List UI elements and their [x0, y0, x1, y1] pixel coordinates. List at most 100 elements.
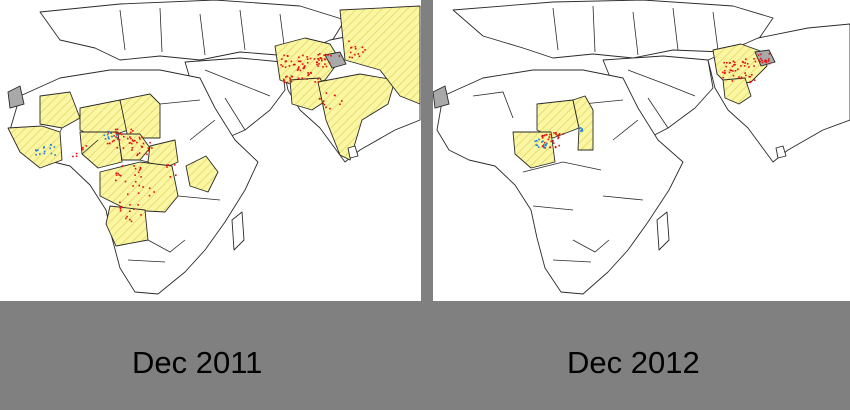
case-marker-red	[327, 54, 329, 56]
case-marker-red	[765, 60, 768, 62]
case-markers-2012	[534, 53, 771, 149]
case-marker-blue	[108, 130, 110, 133]
case-marker-red	[759, 60, 761, 63]
case-marker-red	[330, 54, 332, 57]
case-marker-blue	[534, 140, 536, 142]
case-marker-red	[302, 54, 304, 57]
case-marker-red	[349, 51, 352, 54]
case-marker-red	[309, 57, 312, 60]
case-marker-red	[731, 80, 734, 82]
case-marker-red	[722, 76, 725, 79]
case-marker-red	[339, 103, 341, 106]
case-marker-red	[722, 71, 724, 74]
case-marker-red	[147, 149, 150, 152]
case-marker-red	[131, 149, 133, 151]
case-marker-red	[555, 133, 557, 136]
case-marker-red	[109, 142, 111, 145]
case-marker-red	[129, 204, 131, 206]
map-svg-2012	[433, 0, 850, 295]
africa-borders	[472, 91, 644, 263]
case-marker-red	[137, 171, 140, 174]
case-marker-red	[290, 80, 293, 83]
case-marker-red	[555, 132, 557, 134]
case-marker-red	[119, 133, 122, 135]
case-marker-red	[119, 207, 122, 210]
case-marker-red	[285, 76, 287, 78]
case-marker-blue	[537, 146, 540, 148]
case-marker-red	[354, 53, 356, 56]
case-marker-red	[283, 78, 285, 81]
case-marker-red	[117, 172, 119, 175]
case-marker-red	[75, 155, 78, 157]
case-marker-blue	[110, 132, 112, 134]
case-marker-red	[348, 56, 351, 58]
case-marker-red	[118, 139, 121, 141]
case-marker-red	[317, 58, 319, 60]
case-marker-red	[131, 139, 134, 141]
case-marker-red	[556, 134, 559, 137]
case-marker-red	[138, 136, 141, 139]
case-marker-red	[119, 209, 122, 212]
case-marker-red	[733, 64, 735, 66]
case-marker-red	[731, 65, 734, 68]
case-marker-red	[730, 69, 732, 72]
case-marker-red	[296, 69, 299, 71]
case-marker-red	[554, 146, 557, 148]
sri-lanka	[347, 145, 359, 159]
case-marker-red	[134, 174, 136, 176]
case-marker-red	[122, 147, 125, 149]
case-marker-red	[322, 100, 325, 102]
case-marker-red	[543, 141, 546, 144]
case-marker-red	[116, 146, 119, 149]
case-marker-red	[111, 140, 114, 143]
case-marker-red	[740, 77, 742, 80]
case-marker-red	[113, 139, 115, 142]
case-marker-red	[754, 60, 757, 63]
case-marker-red	[129, 142, 131, 144]
case-marker-red	[294, 63, 296, 66]
case-marker-red	[768, 62, 771, 65]
case-marker-blue	[108, 137, 110, 140]
case-marker-red	[324, 63, 326, 65]
case-marker-red	[286, 75, 288, 78]
case-marker-red	[748, 76, 751, 78]
case-marker-red	[115, 136, 117, 138]
case-marker-blue	[49, 147, 52, 150]
case-marker-blue	[543, 144, 545, 146]
case-marker-red	[325, 65, 328, 68]
case-marker-red	[317, 78, 319, 80]
panel-caption-2012: Dec 2012	[567, 345, 700, 380]
case-marker-red	[753, 58, 755, 60]
case-marker-red	[740, 65, 742, 67]
case-marker-red	[306, 61, 309, 64]
case-marker-red	[140, 176, 142, 178]
case-marker-red	[758, 59, 760, 61]
case-marker-red	[133, 208, 135, 210]
case-marker-blue	[580, 130, 582, 132]
case-marker-red	[290, 75, 293, 78]
panel-caption-2011: Dec 2011	[132, 345, 263, 380]
case-marker-red	[115, 172, 118, 174]
map-svg-2011	[7, 0, 421, 295]
case-marker-red	[139, 166, 142, 169]
western-sahara	[433, 85, 450, 109]
case-marker-red	[139, 138, 141, 140]
case-marker-red	[298, 66, 300, 68]
case-marker-red	[738, 76, 740, 78]
case-marker-red	[318, 98, 321, 100]
case-marker-red	[283, 81, 286, 84]
case-marker-red	[317, 54, 320, 56]
case-marker-red	[290, 60, 293, 63]
case-marker-red	[761, 61, 764, 64]
case-marker-red	[131, 147, 134, 149]
case-marker-blue	[543, 146, 546, 148]
case-marker-red	[308, 73, 310, 76]
case-marker-red	[357, 53, 360, 55]
case-marker-blue	[541, 141, 543, 143]
case-marker-red	[115, 132, 117, 135]
case-marker-red	[321, 59, 323, 62]
case-marker-blue	[50, 152, 53, 155]
case-marker-red	[317, 81, 320, 83]
africa-borders	[127, 99, 221, 263]
sri-lanka	[775, 145, 787, 159]
